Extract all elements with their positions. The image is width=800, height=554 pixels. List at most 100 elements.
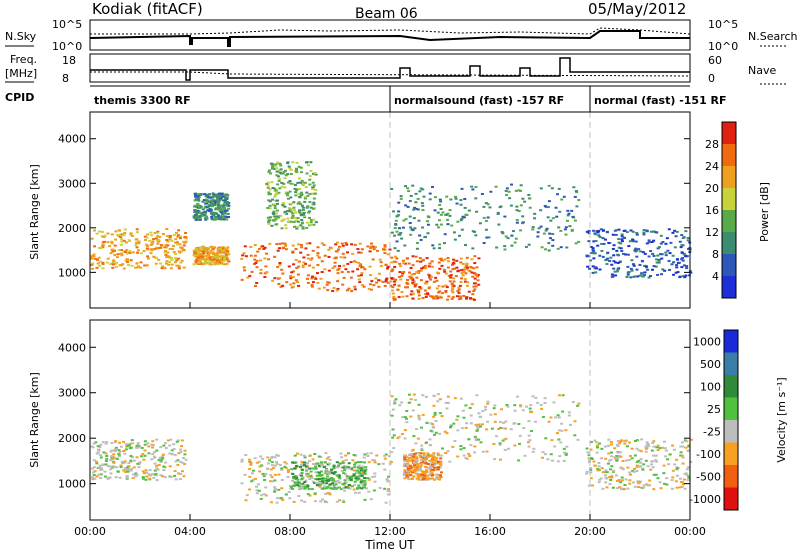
velocity-echo-cell	[329, 487, 333, 490]
velocity-echo-cell	[315, 484, 319, 487]
power-colorbar-tick-6: 28	[705, 138, 719, 151]
velocity-echo-cell	[610, 475, 614, 478]
power-echo-cell	[489, 190, 493, 193]
power-echo-cell	[267, 191, 271, 194]
power-echo-cell	[173, 241, 177, 244]
power-echo-cell	[448, 214, 452, 217]
velocity-echo-cell	[326, 492, 330, 495]
velocity-echo-cell	[383, 454, 387, 457]
power-echo-cell	[523, 200, 527, 203]
velocity-echo-cell	[292, 461, 296, 464]
power-echo-cell	[215, 252, 219, 255]
power-echo-cell	[486, 203, 490, 206]
velocity-echo-cell	[325, 475, 329, 478]
velocity-echo-cell	[383, 457, 387, 460]
power-echo-cell	[131, 251, 135, 254]
power-echo-cell	[202, 258, 206, 261]
power-echo-cell	[214, 208, 218, 211]
power-echo-cell	[642, 231, 646, 234]
power-echo-cell	[254, 262, 258, 265]
power-echo-cell	[311, 181, 315, 184]
power-echo-cell	[655, 258, 659, 261]
power-echo-cell	[402, 262, 406, 265]
velocity-echo-cell	[253, 457, 257, 460]
power-echo-cell	[176, 243, 180, 246]
power-echo-cell	[203, 255, 207, 258]
velocity-echo-cell	[432, 452, 436, 455]
power-echo-cell	[117, 249, 121, 252]
power-echo-cell	[399, 265, 403, 268]
power-echo-cell	[143, 235, 147, 238]
power-echo-cell	[274, 218, 278, 221]
velocity-echo-cell	[635, 464, 639, 467]
power-echo-cell	[295, 187, 299, 190]
power-echo-cell	[93, 245, 97, 248]
velocity-echo-cell	[498, 442, 502, 445]
velocity-echo-cell	[270, 461, 274, 464]
velocity-echo-cell	[475, 425, 479, 428]
power-colorbar-tick-3: 16	[705, 204, 719, 217]
velocity-echo-cell	[364, 466, 368, 469]
velocity-echo-cell	[363, 498, 367, 501]
power-echo-cell	[379, 261, 383, 264]
power-echo-cell	[386, 267, 390, 270]
velocity-echo-cell	[122, 440, 126, 443]
power-echo-cell	[308, 178, 312, 181]
velocity-echo-cell	[273, 464, 277, 467]
velocity-echo-cell	[300, 484, 304, 487]
velocity-echo-cell	[159, 474, 163, 477]
velocity-echo-cell	[386, 493, 390, 496]
power-echo-cell	[284, 174, 288, 177]
velocity-echo-cell	[427, 474, 431, 477]
power-echo-cell	[289, 172, 293, 175]
power-echo-cell	[139, 252, 143, 255]
power-echo-cell	[419, 238, 423, 241]
power-echo-cell	[301, 221, 305, 224]
velocity-echo-cell	[321, 480, 325, 483]
velocity-echo-cell	[153, 455, 157, 458]
power-echo-cell	[390, 269, 394, 272]
power-echo-cell	[444, 291, 448, 294]
power-echo-cell	[548, 232, 552, 235]
velocity-echo-cell	[283, 461, 287, 464]
velocity-echo-cell	[256, 483, 260, 486]
power-echo-cell	[446, 218, 450, 221]
power-echo-cell	[342, 264, 346, 267]
velocity-echo-cell	[345, 475, 349, 478]
power-echo-cell	[199, 262, 203, 265]
power-echo-cell	[458, 296, 462, 299]
power-echo-cell	[220, 249, 224, 252]
power-echo-cell	[642, 274, 646, 277]
power-echo-cell	[564, 233, 568, 236]
power-echo-cell	[268, 219, 272, 222]
power-echo-cell	[592, 240, 596, 243]
power-echo-cell	[148, 239, 152, 242]
power-echo-cell	[122, 234, 126, 237]
velocity-echo-cell	[431, 457, 435, 460]
velocity-echo-cell	[609, 441, 613, 444]
velocity-echo-cell	[263, 478, 267, 481]
velocity-echo-cell	[504, 420, 508, 423]
velocity-echo-cell	[438, 466, 442, 469]
power-echo-cell	[591, 248, 595, 251]
velocity-echo-cell	[314, 481, 318, 484]
velocity-echo-cell	[152, 473, 156, 476]
velocity-echo-cell	[275, 501, 279, 504]
velocity-echo-cell	[462, 416, 466, 419]
power-echo-cell	[602, 242, 606, 245]
power-echo-cell	[615, 229, 619, 232]
power-echo-cell	[271, 167, 275, 170]
power-echo-cell	[310, 277, 314, 280]
freq-panel: Freq. [MHz] 18 8 60 0 Nave	[5, 53, 788, 85]
power-echo-cell	[505, 187, 509, 190]
power-echo-cell	[643, 264, 647, 267]
power-echo-cell	[566, 214, 570, 217]
power-echo-cell	[350, 289, 354, 292]
power-echo-cell	[378, 258, 382, 261]
power-echo-cell	[102, 240, 106, 243]
velocity-echo-cell	[359, 482, 363, 485]
velocity-echo-cell	[340, 456, 344, 459]
power-echo-cell	[663, 269, 667, 272]
power-echo-cell	[227, 207, 231, 210]
velocity-echo-cell	[607, 438, 611, 441]
